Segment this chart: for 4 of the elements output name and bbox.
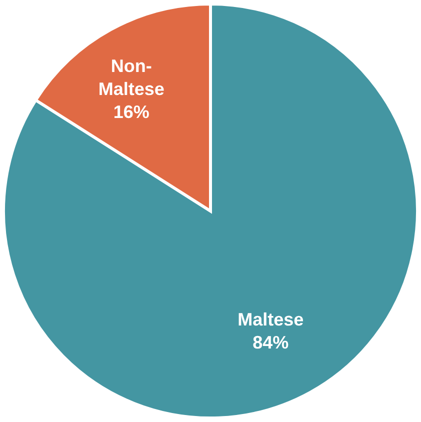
slice-label: Non-Maltese [98,56,164,100]
slice-label: Maltese [238,309,304,330]
data-label: 16% [113,102,150,122]
data-label: 84% [252,332,289,352]
